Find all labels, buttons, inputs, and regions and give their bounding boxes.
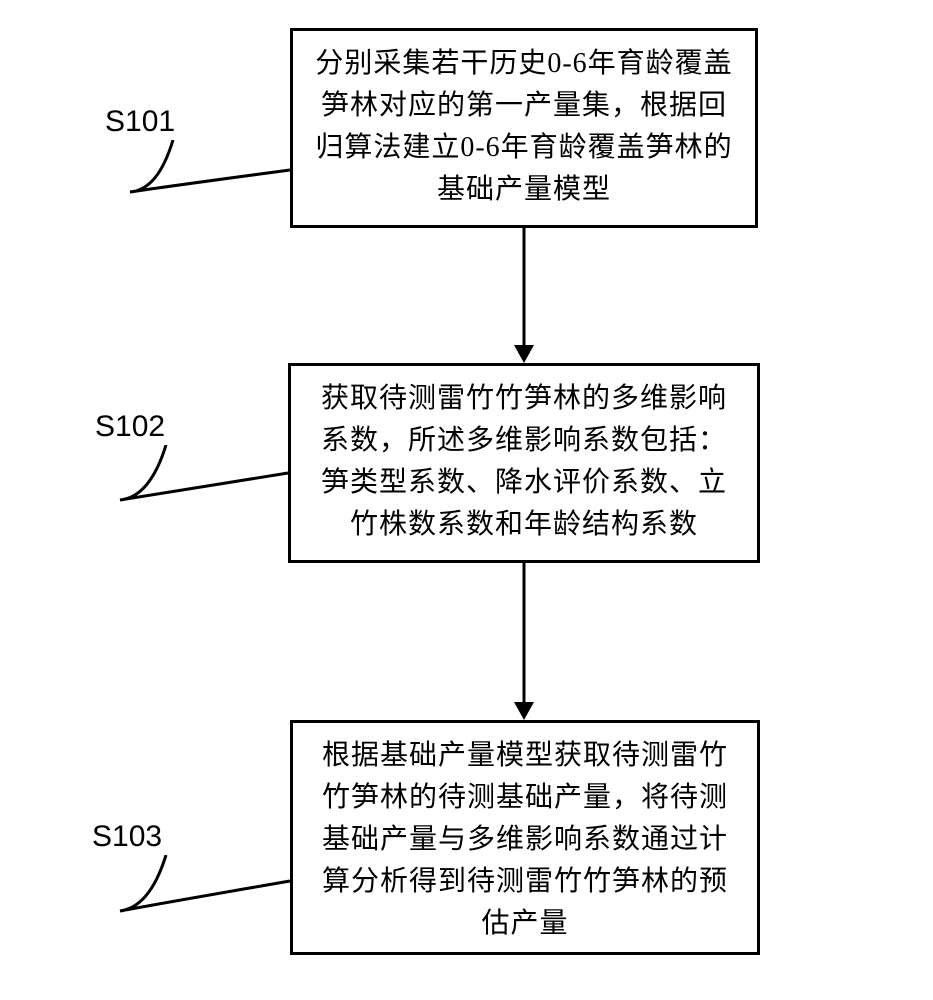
step-s103: 根据基础产量模型获取待测雷竹竹笋林的待测基础产量，将待测基础产量与多维影响系数通…: [290, 720, 760, 955]
step-s101-box: 分别采集若干历史0-6年育龄覆盖笋林对应的第一产量集，根据回归算法建立0-6年育…: [290, 28, 758, 228]
step-s102-label: S102: [95, 410, 165, 444]
step-s103-box: 根据基础产量模型获取待测雷竹竹笋林的待测基础产量，将待测基础产量与多维影响系数通…: [290, 720, 760, 955]
step-s101-text: 分别采集若干历史0-6年育龄覆盖笋林对应的第一产量集，根据回归算法建立0-6年育…: [315, 48, 732, 205]
step-s103-label: S103: [92, 820, 162, 854]
arrow-line-icon: [523, 228, 526, 345]
step-s101-connector: [100, 140, 300, 210]
step-s103-text: 根据基础产量模型获取待测雷竹竹笋林的待测基础产量，将待测基础产量与多维影响系数通…: [322, 740, 728, 939]
step-s102-text: 获取待测雷竹竹笋林的多维影响系数，所述多维影响系数包括：笋类型系数、降水评价系数…: [321, 383, 727, 540]
step-s103-connector: [88, 855, 298, 930]
arrow-head-icon: [514, 702, 534, 720]
flowchart-container: 分别采集若干历史0-6年育龄覆盖笋林对应的第一产量集，根据回归算法建立0-6年育…: [0, 0, 933, 1000]
arrow-head-icon: [514, 345, 534, 363]
arrow-line-icon: [523, 563, 526, 702]
step-s102-connector: [90, 445, 295, 520]
step-s101: 分别采集若干历史0-6年育龄覆盖笋林对应的第一产量集，根据回归算法建立0-6年育…: [290, 28, 758, 228]
step-s102: 获取待测雷竹竹笋林的多维影响系数，所述多维影响系数包括：笋类型系数、降水评价系数…: [288, 363, 760, 563]
step-s102-box: 获取待测雷竹竹笋林的多维影响系数，所述多维影响系数包括：笋类型系数、降水评价系数…: [288, 363, 760, 563]
step-s101-label: S101: [105, 105, 175, 139]
